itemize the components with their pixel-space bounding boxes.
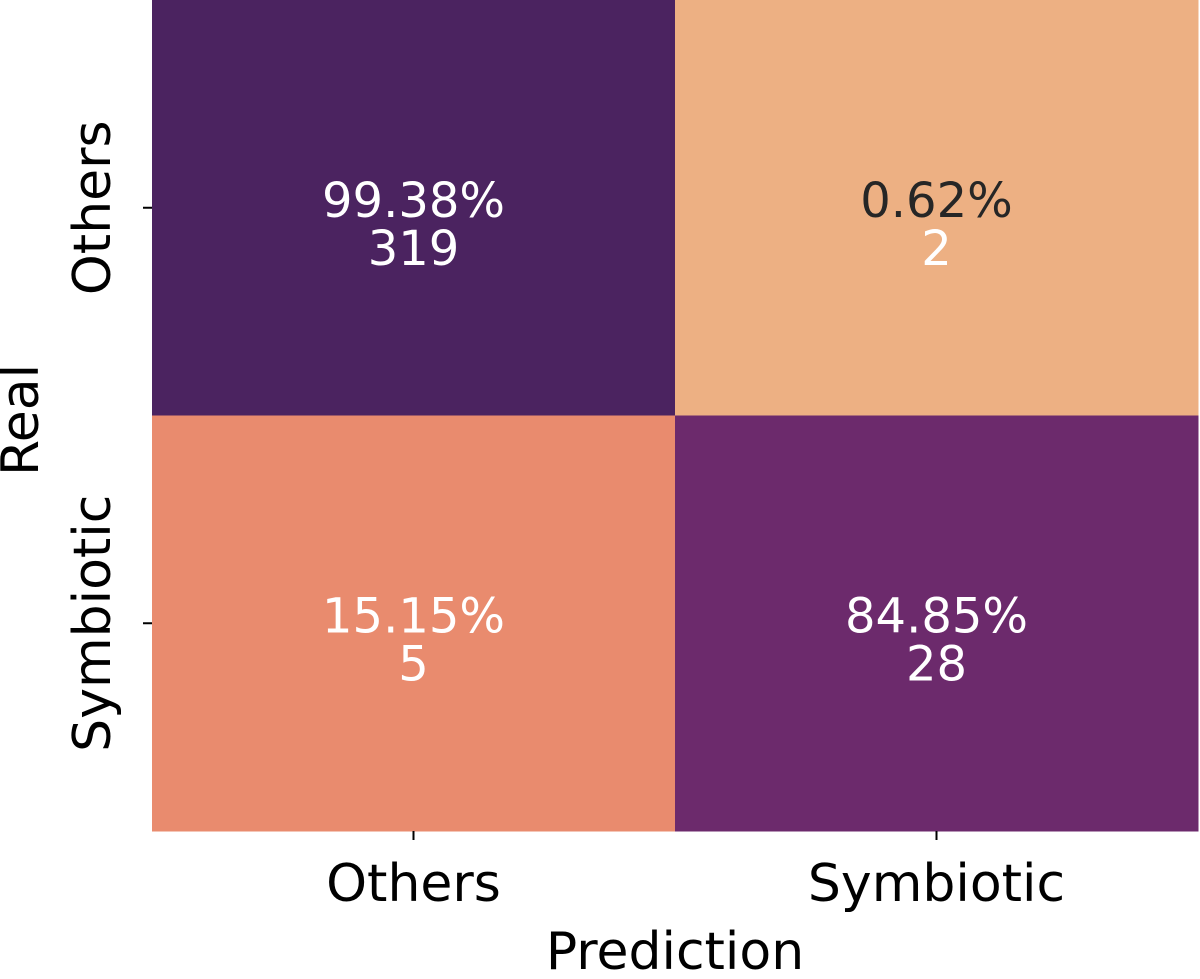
cell-count-label: 319 [368,221,460,277]
cell-percent-label: 99.38% [322,173,505,229]
cell-percent-label: 0.62% [860,173,1012,229]
cell-count-label: 2 [921,221,952,277]
y-axis-label: Real [0,364,51,476]
cell-percent-label: 84.85% [845,588,1028,644]
cell-percent-label: 15.15% [322,588,505,644]
heatmap-cell [152,415,676,832]
x-axis-label: Prediction [546,922,804,979]
cell-count-label: 28 [906,636,967,692]
y-tick-label: Others [63,120,123,295]
x-tick-label: Others [326,854,501,914]
y-tick-label: Symbiotic [63,495,123,752]
heatmap-cell [675,0,1199,416]
heatmap-cell [675,415,1199,832]
heatmap-cell [152,0,676,416]
x-tick-label: Symbiotic [808,854,1065,914]
cell-count-label: 5 [398,636,429,692]
